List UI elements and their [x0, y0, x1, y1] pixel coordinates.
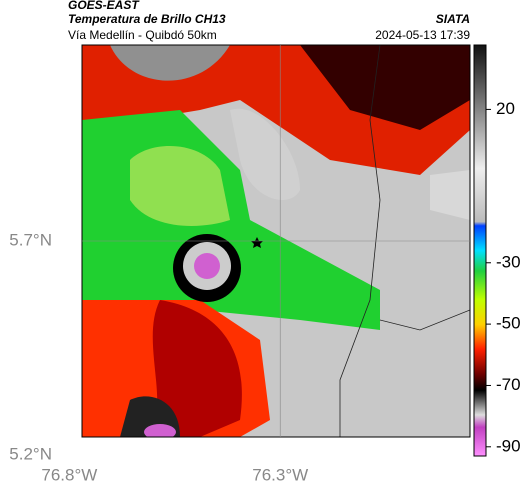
source: SIATA: [436, 12, 470, 26]
colorbar-tick-label: -90: [496, 436, 521, 455]
colorbar-tick-label: -50: [496, 314, 521, 333]
x-tick-label: 76.3°W: [252, 465, 308, 484]
title: GOES-EAST: [68, 0, 140, 12]
map-field: [82, 45, 470, 437]
y-tick-label: 5.7°N: [9, 230, 52, 249]
y-tick-label: 5.2°N: [9, 444, 52, 463]
subtitle: Temperatura de Brillo CH13: [68, 12, 226, 26]
colorbar-tick-label: 20: [496, 99, 515, 118]
datetime: 2024-05-13 17:39: [375, 28, 470, 42]
colorbar-tick-label: -70: [496, 375, 521, 394]
colorbar-tick-label: -30: [496, 252, 521, 271]
colorbar: [473, 44, 487, 457]
route: Vía Medellín - Quibdó 50km: [68, 28, 217, 42]
x-tick-label: 76.8°W: [41, 465, 97, 484]
